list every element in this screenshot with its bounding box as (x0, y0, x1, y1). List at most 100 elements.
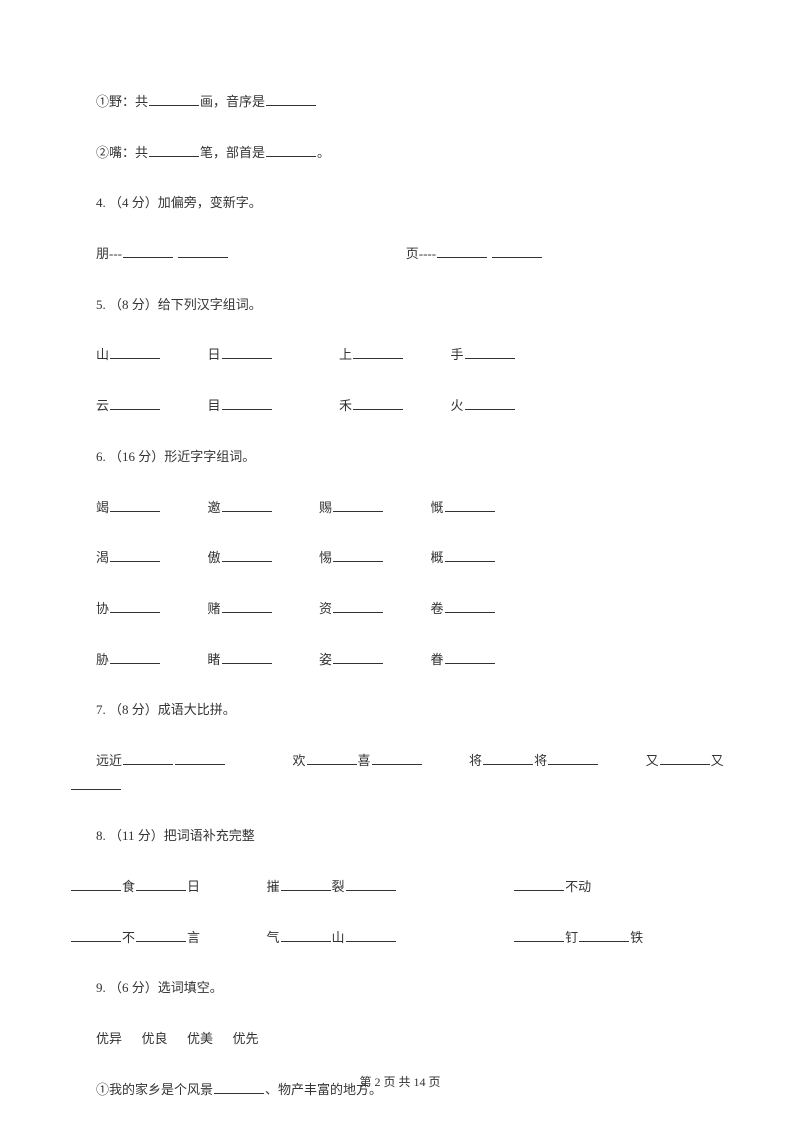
q7-b8 (71, 774, 121, 790)
q7-b3 (307, 749, 357, 765)
q8-title: 8. （11 分）把词语补充完整 (70, 824, 730, 849)
q4-blank2 (178, 242, 228, 258)
q9-options: 优异 优良 优美 优先 (70, 1027, 730, 1052)
q6-r1-b4 (445, 496, 495, 512)
q7-e: 将 (534, 753, 547, 768)
q7-b5 (483, 749, 533, 765)
q5-r2a: 云 (96, 398, 109, 413)
q5-r1c: 上 (339, 347, 352, 362)
q4-left: 朋--- (96, 246, 122, 261)
q6-r3-b4 (445, 597, 495, 613)
q5-r1d: 手 (451, 347, 464, 362)
q5-r1-b1 (110, 344, 160, 360)
q8-r1-b4 (346, 875, 396, 891)
q7-f: 又 (646, 753, 659, 768)
q6-r1-b3 (333, 496, 383, 512)
q8-r2-b6 (579, 926, 629, 942)
q8-r1c: 不动 (565, 879, 591, 894)
q1-mid: 画，音序是 (200, 94, 265, 109)
q6-r4-b3 (333, 648, 383, 664)
q8-r1a2: 日 (187, 879, 200, 894)
q5-r1b: 日 (208, 347, 221, 362)
q6-r3-b2 (222, 597, 272, 613)
q8-r2b2: 山 (332, 930, 345, 945)
q6-r1c: 赐 (319, 500, 332, 515)
q5-r2b: 目 (208, 398, 221, 413)
q8-r1-b2 (136, 875, 186, 891)
q5-r1-b2 (222, 344, 272, 360)
q7-b1 (123, 749, 173, 765)
q6-r1a: 竭 (96, 500, 109, 515)
q8-row2: 不言 气山 钉铁 (70, 926, 730, 951)
q6-row2: 渴 傲 惕 概 (70, 546, 730, 571)
q5-r2-b2 (222, 395, 272, 411)
q6-r4a: 胁 (96, 652, 109, 667)
q4-right: 页---- (406, 246, 436, 261)
page-footer: 第 2 页 共 14 页 (0, 1073, 800, 1090)
q8-r2a1: 不 (122, 930, 135, 945)
q6-r3b: 赌 (208, 601, 221, 616)
q8-r2b1: 气 (267, 930, 280, 945)
q6-r4-b4 (445, 648, 495, 664)
q7-b7 (660, 749, 710, 765)
q2-label: ②嘴：共 (96, 145, 148, 160)
q1-blank1 (149, 90, 199, 106)
q5-title: 5. （8 分）给下列汉字组词。 (70, 293, 730, 318)
q6-r1b: 邀 (208, 500, 221, 515)
q8-r2a2: 言 (187, 930, 200, 945)
q7-b4 (372, 749, 422, 765)
q8-r1-b5 (514, 875, 564, 891)
q7-c: 喜 (358, 753, 371, 768)
q7-b: 欢 (293, 753, 306, 768)
q1-label: ①野：共 (96, 94, 148, 109)
q6-r2b: 傲 (208, 550, 221, 565)
q5-r2c: 禾 (339, 398, 352, 413)
q5-r2-b3 (353, 395, 403, 411)
q8-r2-b2 (136, 926, 186, 942)
q4-blank1 (123, 242, 173, 258)
q6-r2a: 渴 (96, 550, 109, 565)
q6-title: 6. （16 分）形近字字组词。 (70, 445, 730, 470)
q6-r4-b1 (110, 648, 160, 664)
q2-line: ②嘴：共 笔，部首是 。 (70, 141, 730, 166)
q5-r2d: 火 (451, 398, 464, 413)
q6-r2-b1 (110, 547, 160, 563)
q1-line: ①野：共 画，音序是 (70, 90, 730, 115)
q1-blank2 (266, 90, 316, 106)
q5-r2-b4 (465, 395, 515, 411)
q6-row3: 协 赌 资 卷 (70, 597, 730, 622)
q6-r1-b2 (222, 496, 272, 512)
q4-blank3 (437, 242, 487, 258)
q6-r2-b2 (222, 547, 272, 563)
q6-r1d: 慨 (431, 500, 444, 515)
q6-r3d: 卷 (431, 601, 444, 616)
q6-r1-b1 (110, 496, 160, 512)
q2-mid: 笔，部首是 (200, 145, 265, 160)
q8-r1-b1 (71, 875, 121, 891)
q5-row2: 云 目 禾 火 (70, 394, 730, 419)
q6-r4b: 睹 (208, 652, 221, 667)
q6-r3-b3 (333, 597, 383, 613)
q7-b2 (175, 749, 225, 765)
q8-r1b1: 摧 (267, 879, 280, 894)
q7-title: 7. （8 分）成语大比拼。 (70, 698, 730, 723)
q8-r2-b5 (514, 926, 564, 942)
q6-r2d: 概 (431, 550, 444, 565)
q2-end: 。 (317, 145, 330, 160)
q7-g: 又 (711, 753, 724, 768)
q5-r1-b3 (353, 344, 403, 360)
q4-title: 4. （4 分）加偏旁，变新字。 (70, 191, 730, 216)
q7-d: 将 (469, 753, 482, 768)
q5-r1a: 山 (96, 347, 109, 362)
q7-b6 (548, 749, 598, 765)
q6-r3a: 协 (96, 601, 109, 616)
q2-blank2 (266, 141, 316, 157)
q8-r2c1: 钉 (565, 930, 578, 945)
q8-r2-b1 (71, 926, 121, 942)
q8-r1a1: 食 (122, 879, 135, 894)
q8-r1b2: 裂 (332, 879, 345, 894)
q6-r3-b1 (110, 597, 160, 613)
q4-row: 朋--- 页---- (70, 242, 730, 267)
q2-blank1 (149, 141, 199, 157)
q6-r3c: 资 (319, 601, 332, 616)
